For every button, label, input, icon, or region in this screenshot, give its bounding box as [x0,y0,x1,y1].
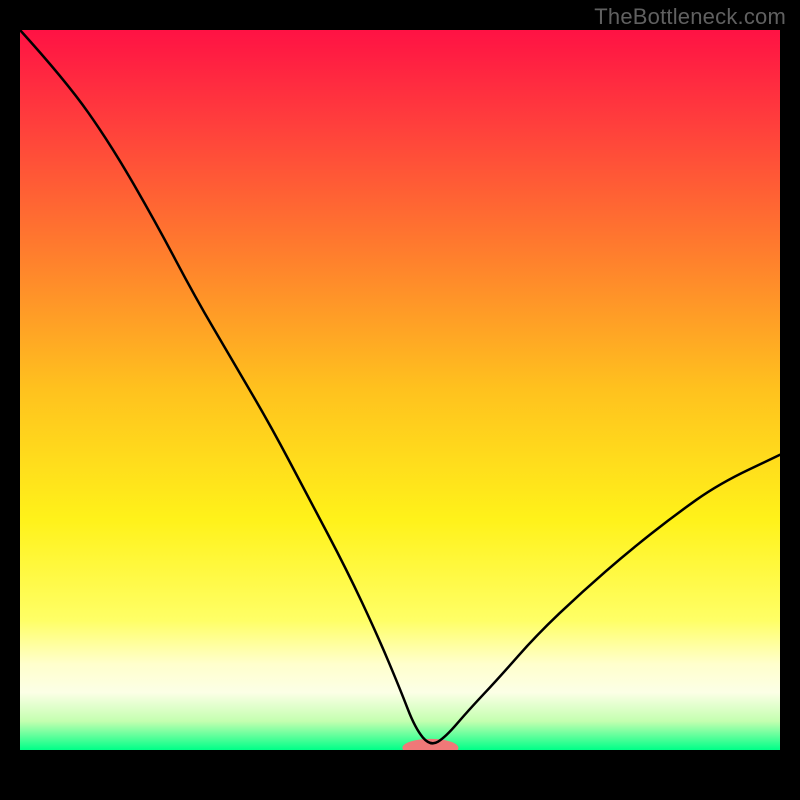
watermark-label: TheBottleneck.com [594,4,786,30]
gradient-background [20,30,780,750]
bottleneck-chart [0,0,800,800]
